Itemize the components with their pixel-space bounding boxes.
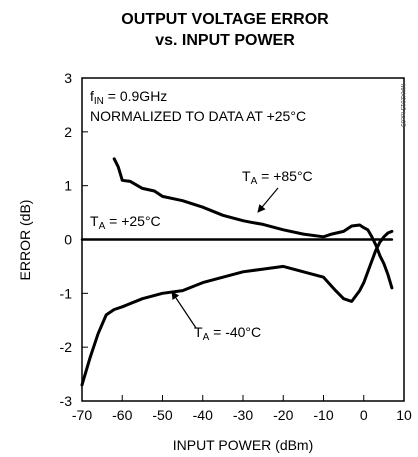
series-label-minus40: TA = -40°C — [194, 324, 261, 343]
y-tick-label: -1 — [60, 285, 73, 301]
arrow-85 — [257, 187, 279, 213]
x-tick-label: -30 — [233, 407, 253, 423]
chart-title: OUTPUT VOLTAGE ERROR — [121, 11, 329, 28]
y-axis: 3 2 1 0 -1 -2 -3 — [60, 70, 88, 409]
x-tick-label: 0 — [360, 407, 368, 423]
y-tick-label: 1 — [64, 178, 72, 194]
y-tick-label: 2 — [64, 124, 72, 140]
x-tick-label: -70 — [72, 407, 92, 423]
chart-subtitle: vs. INPUT POWER — [155, 32, 295, 49]
y-axis-label: ERROR (dB) — [17, 200, 33, 281]
x-tick-label: -20 — [273, 407, 293, 423]
series-line-minus40 — [80, 229, 394, 387]
arrow-minus40 — [171, 291, 197, 329]
y-tick-label: 3 — [64, 70, 72, 86]
x-axis-label: INPUT POWER (dBm) — [173, 437, 314, 453]
y-tick-label: 0 — [64, 232, 72, 248]
x-tick-label: -50 — [152, 407, 172, 423]
condition-normalized: NORMALIZED TO DATA AT +25°C — [90, 108, 306, 124]
x-axis: -70 -60 -50 -40 -30 -20 -10 0 10 — [72, 395, 412, 423]
series-line-85 — [112, 157, 394, 290]
y-tick-label: -3 — [60, 393, 73, 409]
x-tick-label: -10 — [313, 407, 333, 423]
x-tick-label: -40 — [193, 407, 213, 423]
watermark: MAX2015 toc05 — [399, 84, 405, 127]
condition-frequency: fIN = 0.9GHz — [90, 88, 167, 107]
annotation-arrows — [171, 187, 279, 329]
x-tick-label: -60 — [112, 407, 132, 423]
series-lines — [80, 157, 394, 387]
x-tick-label: 10 — [396, 407, 412, 423]
series-label-85: TA = +85°C — [242, 168, 313, 187]
y-tick-label: -2 — [60, 339, 73, 355]
series-label-25: TA = +25°C — [90, 213, 161, 232]
